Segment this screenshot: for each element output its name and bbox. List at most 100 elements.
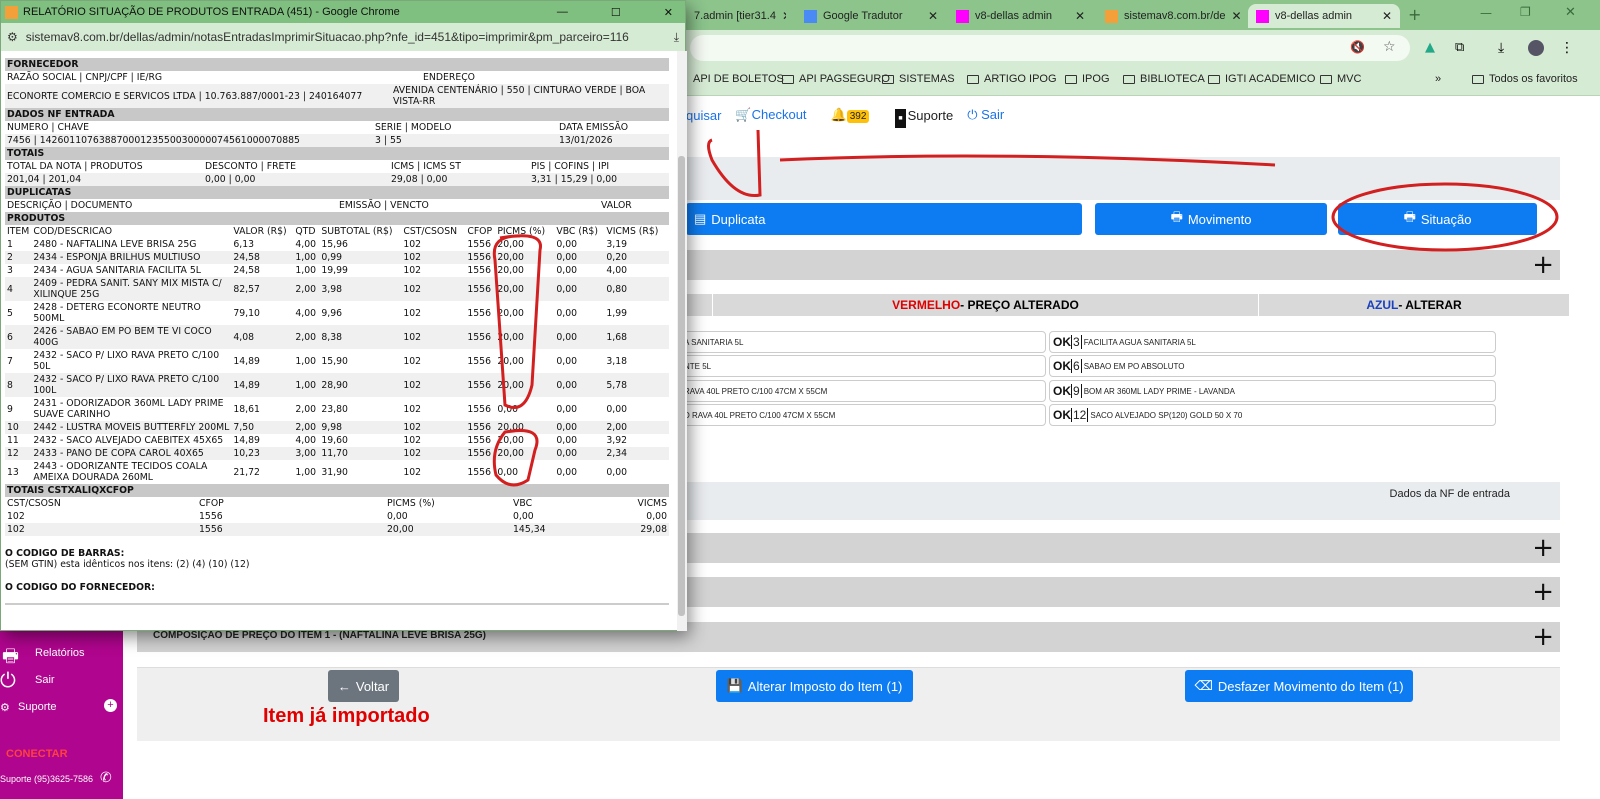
plus-circle-icon[interactable]: + xyxy=(104,699,117,712)
table-cell: 2434 - ESPONJA BRILHUS MULTIUSO xyxy=(31,251,232,264)
power-icon: ⏻ xyxy=(0,670,16,692)
extensions-icon[interactable]: ⧉ xyxy=(1455,40,1465,55)
search-link[interactable]: quisar xyxy=(686,107,722,123)
close-window-icon[interactable]: ✕ xyxy=(1565,5,1576,20)
drive-icon[interactable]: ▲ xyxy=(1425,40,1435,55)
sidebar-item-logout[interactable]: Sair xyxy=(35,674,55,686)
star-icon[interactable]: ☆ xyxy=(1383,39,1396,55)
new-tab-icon[interactable]: + xyxy=(1408,5,1422,24)
alter-tax-button[interactable]: 💾 Alterar Imposto do Item (1) xyxy=(716,670,913,702)
site-info-icon[interactable]: ⚙ xyxy=(7,30,18,44)
browser-tab[interactable]: v8-dellas admin ✕ xyxy=(948,4,1093,28)
item-match-box[interactable]: RAVA 40L PRETO C/100 47CM X 55CM xyxy=(680,380,1046,402)
table-cell: 2432 - SACO P/ LIXO RAVA PRETO C/100 100… xyxy=(31,373,232,397)
expand-icon[interactable]: + xyxy=(1532,533,1554,563)
bookmark-folder[interactable]: IGTI ACADEMICO xyxy=(1208,73,1315,85)
download-icon[interactable]: ⤓ xyxy=(673,29,679,44)
table-cell: 0,00 xyxy=(554,277,605,301)
duplicata-button[interactable]: ▤ Duplicata xyxy=(686,203,1082,235)
folder-icon xyxy=(1472,74,1484,84)
table-cell: 2480 - NAFTALINA LEVE BRISA 25G xyxy=(33,239,197,250)
sidebar-item-reports[interactable]: Relatórios xyxy=(35,647,85,659)
supplier-code-title: O CODIGO DO FORNECEDOR: xyxy=(5,582,155,593)
folder-icon xyxy=(967,74,979,84)
item-desc: FACILITA AGUA SANITARIA 5L xyxy=(1083,337,1196,347)
mute-icon[interactable]: 🔇 xyxy=(1350,40,1365,54)
column-header: CFOP xyxy=(467,226,493,237)
notification-badge: 392 xyxy=(846,110,870,123)
logout-link[interactable]: ⏻ Sair xyxy=(967,107,1004,123)
scrollbar-thumb[interactable] xyxy=(678,156,685,616)
item-match-box[interactable]: A SANITARIA 5L xyxy=(680,331,1046,353)
notifications-button[interactable]: 🔔 392 xyxy=(831,107,870,123)
table-cell: 1556 xyxy=(465,251,496,264)
close-icon[interactable]: ✕ xyxy=(1074,9,1085,23)
item-match-box[interactable]: NTE 5L xyxy=(680,355,1046,377)
nf-issue-date: 13/01/2026 xyxy=(559,135,613,146)
back-button[interactable]: ← Voltar xyxy=(328,670,399,702)
more-bookmarks-button[interactable]: » xyxy=(1435,73,1442,85)
all-bookmarks-folder[interactable]: Todos os favoritos xyxy=(1472,73,1578,85)
restore-icon[interactable]: ❐ xyxy=(1520,5,1531,19)
item-match-box[interactable]: OK 12 SACO ALVEJADO SP(120) GOLD 50 X 70 xyxy=(1049,404,1496,426)
translate-icon xyxy=(804,9,817,23)
movimento-button[interactable]: 🖶 Movimento xyxy=(1095,203,1327,235)
close-icon[interactable]: ✕ xyxy=(782,9,786,23)
situacao-button[interactable]: 🖶 Situação xyxy=(1338,203,1537,235)
barcode-text: (SEM GTIN) esta idênticos nos itens: (2)… xyxy=(5,559,250,570)
bookmark-folder[interactable]: ARTIGO IPOG xyxy=(967,73,1057,85)
bookmark-label: MVC xyxy=(1337,73,1362,85)
table-cell: 1 xyxy=(7,239,13,250)
table-cell: 31,90 xyxy=(321,466,348,478)
checkout-link[interactable]: 🛒Checkout xyxy=(735,107,806,123)
item-match-box[interactable]: OK 3 FACILITA AGUA SANITARIA 5L xyxy=(1049,331,1496,353)
favicon-icon xyxy=(1256,9,1269,23)
address-input[interactable]: 🔇 ☆ xyxy=(690,35,1410,61)
legend-blue-word: AZUL xyxy=(1366,298,1399,312)
field-label: VALOR xyxy=(601,200,632,211)
table-cell: 12 xyxy=(5,447,32,460)
whatsapp-icon[interactable]: ✆ xyxy=(100,769,112,785)
expand-icon[interactable]: + xyxy=(1532,577,1554,607)
maximize-icon[interactable]: ☐ xyxy=(610,6,621,19)
table-cell: 1,00 xyxy=(293,373,320,397)
field-label: ENDEREÇO xyxy=(423,72,476,83)
expand-icon[interactable]: + xyxy=(1532,250,1554,280)
column-header: VBC xyxy=(513,498,533,509)
minimize-icon[interactable]: — xyxy=(556,6,568,18)
bookmark[interactable]: API DE BOLETOS xyxy=(693,73,784,85)
minimize-icon[interactable]: — xyxy=(1480,6,1492,20)
sidebar-item-support[interactable]: Suporte xyxy=(18,701,57,713)
item-match-box[interactable]: OK 9 BOM AR 360ML LADY PRIME - LAVANDA xyxy=(1049,380,1496,402)
browser-tab-active[interactable]: v8-dellas admin ✕ xyxy=(1248,4,1400,28)
table-cell: 11,70 xyxy=(319,447,402,460)
browser-tab[interactable]: sistemav8.com.br/de ✕ xyxy=(1097,4,1242,28)
table-cell: 1556 xyxy=(465,447,496,460)
table-cell: 102 xyxy=(401,447,466,460)
bookmark-folder[interactable]: BIBLIOTECA xyxy=(1123,73,1205,85)
bookmark-folder[interactable]: MVC xyxy=(1320,73,1361,85)
bookmark-folder[interactable]: API PAGSEGURO xyxy=(782,73,890,85)
item-match-box[interactable]: OK 6 SABAO EM PO ABSOLUTO xyxy=(1049,355,1496,377)
undo-movement-button[interactable]: ⌫ Desfazer Movimento do Item (1) xyxy=(1185,670,1413,702)
close-icon[interactable]: ✕ xyxy=(1231,9,1242,23)
close-icon[interactable]: ✕ xyxy=(663,6,673,19)
bookmark-folder[interactable]: IPOG xyxy=(1065,73,1110,85)
folder-icon xyxy=(882,74,894,84)
table-cell: 1556 xyxy=(465,277,496,301)
table-row: 5 2428 - DETERG ECONORTE NEUTRO 500ML 79,1… xyxy=(5,301,669,325)
item-match-box[interactable]: D RAVA 40L PRETO C/100 47CM X 55CM xyxy=(680,404,1046,426)
popup-address-bar[interactable]: ⚙ sistemav8.com.br/dellas/admin/notasEnt… xyxy=(1,23,685,51)
close-icon[interactable]: ✕ xyxy=(927,9,938,23)
browser-tab[interactable]: 7.admin [tier31.4 ✕ xyxy=(686,4,786,28)
browser-tab[interactable]: Google Tradutor ✕ xyxy=(796,4,946,28)
table-cell: 29,08 xyxy=(631,523,669,536)
support-link[interactable]: ■ Suporte xyxy=(895,108,953,128)
bell-icon: 🔔 xyxy=(830,107,847,122)
menu-icon[interactable]: ⋮ xyxy=(1560,40,1574,56)
bookmark-folder[interactable]: SISTEMAS xyxy=(882,73,955,85)
expand-icon[interactable]: + xyxy=(1532,622,1554,652)
download-icon[interactable]: ⤓ xyxy=(1498,40,1505,56)
close-icon[interactable]: ✕ xyxy=(1381,9,1392,23)
profile-avatar[interactable] xyxy=(1528,40,1544,56)
